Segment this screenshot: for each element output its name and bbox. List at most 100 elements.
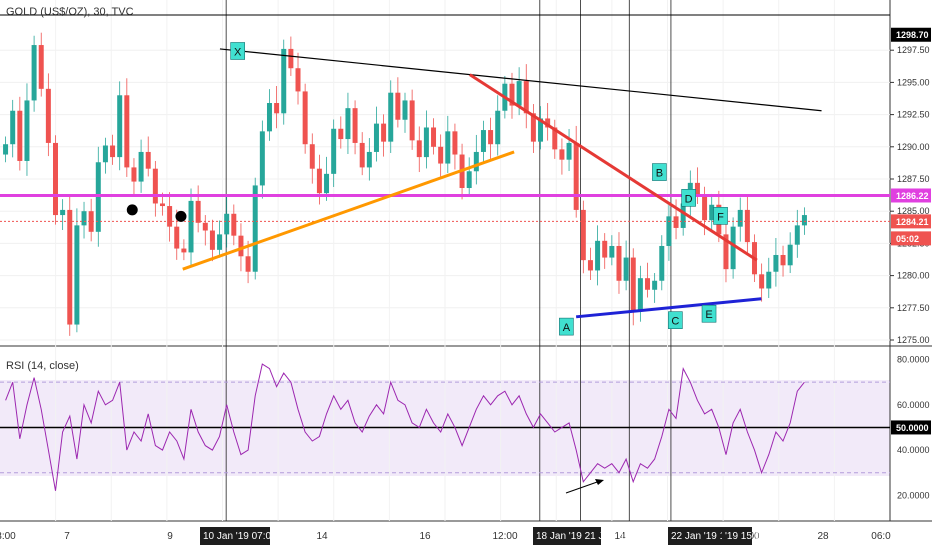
candle	[266, 89, 272, 141]
candle	[252, 177, 258, 280]
candle	[259, 120, 265, 199]
candle	[645, 262, 651, 298]
candle	[609, 235, 615, 266]
candle	[188, 188, 194, 266]
candle	[480, 120, 486, 162]
candle	[545, 103, 551, 141]
time-highlight: 10 Jan '19 07:00	[200, 527, 277, 545]
candle	[466, 157, 472, 196]
candle	[17, 96, 23, 171]
candle	[3, 136, 9, 163]
candle	[373, 106, 379, 162]
candles	[3, 32, 807, 336]
horizontal-lines	[0, 14, 890, 222]
time-highlight-label: 18 Jan '19 21 Jan '19	[536, 531, 631, 542]
candle	[566, 129, 572, 172]
candle	[509, 72, 515, 119]
annotations: X A B C D E F	[230, 42, 728, 336]
price-tick-label: 1297.50	[897, 45, 930, 55]
candle	[202, 215, 208, 246]
candle	[602, 233, 608, 269]
annotation-label: C	[671, 316, 679, 328]
candle	[773, 237, 779, 287]
candle	[117, 81, 123, 171]
time-highlight: 18 Jan '19 21 Jan '19	[533, 527, 631, 545]
candle	[473, 134, 479, 185]
candle	[694, 167, 700, 204]
time-tick-label: 16	[419, 531, 431, 542]
candle	[587, 247, 593, 280]
candle	[274, 86, 280, 129]
annotation-marker: X	[230, 42, 245, 60]
candle	[573, 125, 579, 218]
price-tick-label: 1287.50	[897, 174, 930, 184]
price-tick-label: 1275.00	[897, 335, 930, 345]
candle	[723, 217, 729, 283]
candle	[530, 104, 536, 153]
price-badge: 05:02	[891, 231, 931, 246]
candle	[81, 201, 87, 239]
candle	[181, 239, 187, 261]
candle	[381, 114, 387, 157]
annotation-marker: D	[681, 189, 696, 207]
annotation-label: B	[656, 168, 663, 180]
rsi-title: RSI (14, close)	[6, 360, 79, 372]
candle	[359, 132, 365, 176]
time-highlight-label: 22 Jan '19 19:00	[671, 531, 745, 542]
candle	[445, 115, 451, 174]
rsi-line	[5, 363, 805, 491]
price-badges: 1298.70 1286.22 1284.21 05:02 50.0000	[891, 27, 931, 435]
candle	[452, 123, 458, 170]
candle	[538, 106, 544, 150]
svg-text:1286.22: 1286.22	[896, 191, 929, 201]
candle	[10, 99, 16, 158]
candle	[145, 136, 151, 177]
annotation-marker: C	[668, 311, 683, 329]
black-dot	[126, 204, 138, 216]
time-tick-label: 3:00	[0, 531, 16, 542]
time-tick-label: 12:00	[492, 531, 517, 542]
candle	[331, 119, 337, 187]
candle	[744, 194, 750, 254]
candle	[659, 235, 665, 291]
candle	[495, 95, 501, 156]
candle	[402, 92, 408, 133]
candle	[52, 135, 58, 225]
candle	[209, 219, 215, 262]
candle	[780, 245, 786, 277]
candle	[416, 126, 422, 173]
candle	[616, 232, 622, 294]
annotation-label: X	[234, 46, 242, 58]
candle	[409, 89, 415, 150]
svg-text:50.0000: 50.0000	[896, 423, 929, 433]
price-tick-label: 1285.00	[897, 206, 930, 216]
price-badge: 1286.22	[891, 188, 931, 203]
upper-black-trendline	[219, 48, 822, 112]
candle	[309, 133, 315, 184]
candle	[231, 204, 237, 246]
black-dot	[175, 210, 187, 222]
candle	[324, 156, 330, 201]
candle	[138, 139, 144, 193]
rsi-tick-label: 40.0000	[897, 445, 930, 455]
candle	[666, 202, 672, 261]
candle	[352, 100, 358, 155]
candle	[60, 199, 66, 231]
candle	[74, 208, 80, 333]
price-tick-label: 1280.00	[897, 271, 930, 281]
annotation-marker: B	[652, 163, 667, 181]
candle	[580, 200, 586, 274]
rsi-axis: 80.0000 60.0000 40.0000 20.0000	[897, 355, 930, 501]
candle	[709, 193, 715, 232]
price-tick-label: 1292.50	[897, 110, 930, 120]
candle	[295, 52, 301, 105]
annotation-marker: E	[701, 304, 717, 323]
candle	[224, 196, 230, 248]
candle	[559, 138, 565, 175]
time-tick-label: 7	[64, 531, 70, 542]
trendlines	[182, 48, 822, 319]
rsi-tick-label: 20.0000	[897, 490, 930, 500]
orange-support-trendline	[182, 150, 515, 271]
candle	[281, 39, 287, 125]
